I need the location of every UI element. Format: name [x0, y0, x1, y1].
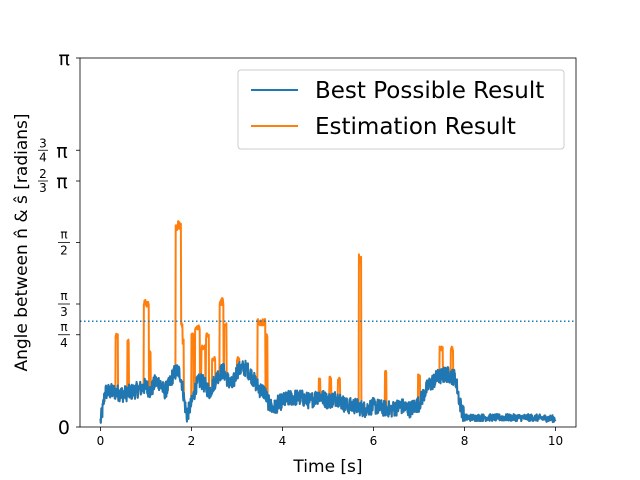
y-tick-label: π [59, 48, 70, 70]
x-tick-label: 0 [97, 434, 105, 448]
y-tick-label-numerator: π [60, 228, 67, 242]
y-tick-label: 0 [58, 417, 70, 439]
legend-label-best: Best Possible Result [315, 78, 544, 104]
y-tick-label-denominator: 3 [39, 181, 47, 195]
series-layer [99, 220, 557, 424]
y-tick-label-denominator: 3 [60, 305, 68, 319]
y-tick-label-numerator: 3 [39, 136, 47, 150]
y-tick-label-denominator: 4 [60, 336, 68, 350]
y-tick-label-pi: π [56, 140, 67, 162]
legend: Best Possible Result Estimation Result [237, 69, 565, 150]
series-line-best-possible-result [99, 359, 557, 424]
x-tick-label: 2 [188, 434, 196, 448]
y-tick-label-numerator: π [60, 320, 67, 334]
y-tick-label-numerator: 2 [39, 167, 47, 181]
plot-area [80, 220, 576, 424]
y-axis-label: Angle between n̂ & ŝ [radians] [12, 113, 32, 371]
x-tick-label: 8 [461, 434, 469, 448]
x-tick-label: 10 [548, 434, 563, 448]
y-tick-label-pi: π [56, 171, 67, 193]
y-tick-label-numerator: π [60, 289, 67, 303]
y-tick-label-denominator: 4 [39, 150, 47, 164]
x-tick-label: 6 [370, 434, 378, 448]
y-tick-label-denominator: 2 [60, 244, 68, 258]
x-tick-label: 4 [279, 434, 287, 448]
legend-box [237, 69, 565, 150]
legend-label-estimation: Estimation Result [315, 114, 516, 140]
x-axis-ticks: 0 2 4 6 8 10 [97, 427, 563, 448]
x-axis-label: Time [s] [292, 457, 362, 477]
